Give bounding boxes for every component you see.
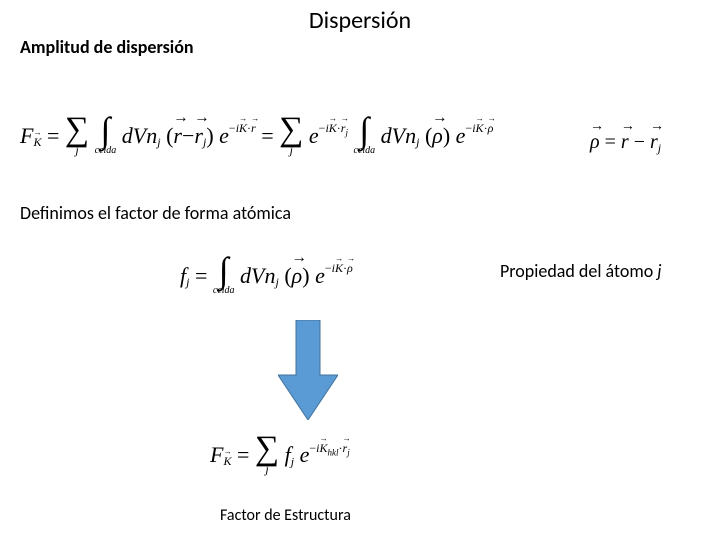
property-text-j: j xyxy=(657,260,661,282)
structure-factor-label: Factor de Estructura xyxy=(220,506,351,525)
equation-form-factor: fj = ∫celda dV nj (ρ) e−iK·ρ xyxy=(180,255,353,296)
equation-structure-factor: FK = ∑j fj e−iKhkl·rj xyxy=(210,435,350,475)
property-text: Propiedad del átomo j xyxy=(500,260,662,282)
property-text-prefix: Propiedad del átomo xyxy=(500,260,657,282)
amplitude-heading: Amplitud de dispersión xyxy=(20,36,194,58)
define-heading: Definimos el factor de forma atómica xyxy=(20,202,291,224)
slide: Dispersión Amplitud de dispersión FK = ∑… xyxy=(0,0,720,540)
equation-fk-expanded: FK = ∑j ∫celda dV nj (r − rj) e−iK·r = ∑… xyxy=(20,115,493,156)
down-arrow-icon xyxy=(278,320,338,420)
equation-rho-def: ρ = r − rj xyxy=(590,130,661,156)
page-title: Dispersión xyxy=(0,6,720,35)
